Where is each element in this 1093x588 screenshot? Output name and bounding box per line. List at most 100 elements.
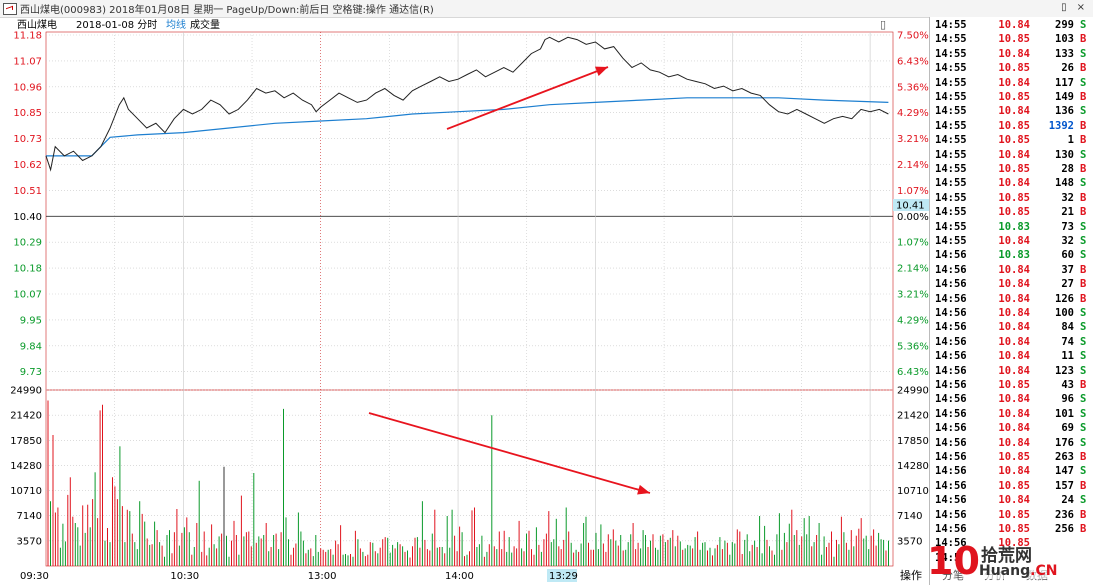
volume-tick-label-left: 10710 bbox=[10, 486, 42, 497]
percent-tick-label: 4.29% bbox=[897, 315, 929, 326]
time-tick-label: 09:30 bbox=[20, 571, 49, 582]
tick-time: 14:56 bbox=[935, 321, 967, 334]
tick-price: 10.84 bbox=[998, 148, 1030, 161]
tick-volume: 37 bbox=[1061, 263, 1074, 276]
price-tick-label: 11.18 bbox=[13, 31, 42, 42]
tick-time: 14:55 bbox=[935, 177, 967, 190]
watermark-logo: 10 拾荒网 Huang.CN bbox=[927, 539, 1087, 583]
tick-volume: 100 bbox=[1055, 307, 1074, 319]
current-price-tag-text: 10.41 bbox=[896, 201, 925, 212]
tick-time: 14:55 bbox=[935, 47, 967, 60]
volume-tick-label-right: 17850 bbox=[897, 436, 929, 447]
tick-row: 14:56 10.85 bbox=[930, 536, 1093, 550]
watermark-domain: Huang.CN bbox=[979, 563, 1058, 579]
tick-side: B bbox=[1080, 479, 1087, 492]
tick-list[interactable]: 14:55 10.84 299 S 14:55 10.85 103 B 14:55 10.84 13… bbox=[929, 17, 1093, 585]
tick-price: 10.84 bbox=[998, 76, 1030, 89]
tick-price: 10.85 bbox=[998, 134, 1030, 147]
close-icon[interactable]: × bbox=[1076, 2, 1085, 13]
tick-price: 10.84 bbox=[998, 465, 1030, 478]
volume-axis: 24990 24990 21420 21420 17850 17850 14280 14280… bbox=[10, 386, 929, 548]
tick-price: 10.85 bbox=[998, 119, 1030, 132]
tick-time: 14:55 bbox=[935, 220, 967, 233]
tick-row: 14:55 10.84 130 S bbox=[930, 148, 1093, 162]
tick-row: 14:56 10.84 96 S bbox=[930, 392, 1093, 406]
tick-time: 14:56 bbox=[935, 307, 967, 319]
percent-tick-label: 5.36% bbox=[897, 82, 929, 93]
percent-tick-label: 4.29% bbox=[897, 108, 929, 119]
price-tick-label: 10.07 bbox=[13, 290, 42, 301]
bottom-tab-1[interactable]: 分笔 bbox=[942, 569, 964, 582]
current-price-tag-bg bbox=[893, 199, 929, 211]
tick-time: 14:55 bbox=[935, 76, 967, 89]
panel-toggle-icon[interactable]: ▯ bbox=[880, 18, 886, 31]
tick-row: 14:56 10.85 263 B bbox=[930, 450, 1093, 464]
price-tick-label: 10.85 bbox=[13, 108, 42, 119]
tick-row: 14:56 10.84 176 S bbox=[930, 436, 1093, 450]
tick-row: 14:56 10.85 157 B bbox=[930, 479, 1093, 493]
tick-time: 14:55 bbox=[935, 119, 967, 132]
tick-side: B bbox=[1080, 206, 1087, 219]
tick-side: B bbox=[1080, 508, 1087, 521]
window-title: 西山煤电(000983) 2018年01月08日 星期一 PageUp/Down… bbox=[20, 5, 434, 16]
tick-row: 14:55 10.85 21 B bbox=[930, 205, 1093, 219]
tick-time: 14:55 bbox=[935, 206, 967, 219]
tick-row: 14:56 10.84 11 S bbox=[930, 349, 1093, 363]
price-tick-label: 9.73 bbox=[20, 367, 42, 378]
tick-price: 10.85 bbox=[998, 163, 1030, 175]
tick-volume: 32 bbox=[1061, 191, 1074, 204]
up-trend-arrow-head bbox=[595, 66, 608, 76]
percent-axis-right: 7.50% 6.43% 5.36% 4.29% 3.21% 2.14% 1.07% 0.00%… bbox=[897, 31, 929, 379]
tick-row: 14:56 10.83 60 S bbox=[930, 248, 1093, 262]
restore-icon[interactable]: ▯ bbox=[1061, 2, 1067, 13]
tick-side: S bbox=[1080, 350, 1087, 363]
avg-line-label[interactable]: 均线 bbox=[166, 18, 186, 31]
tick-volume: 103 bbox=[1055, 33, 1074, 46]
tick-row: 14:55 10.85 32 B bbox=[930, 191, 1093, 205]
percent-tick-label: 0.00% bbox=[897, 212, 929, 223]
tick-price: 10.85 bbox=[998, 91, 1030, 103]
chart-grid bbox=[45, 31, 894, 567]
volume-tick-label-left: 17850 bbox=[10, 436, 42, 447]
tick-time: 14:56 bbox=[935, 393, 967, 406]
tick-volume: 176 bbox=[1055, 436, 1074, 449]
tick-volume: 148 bbox=[1055, 177, 1074, 190]
percent-tick-label: 2.14% bbox=[897, 160, 929, 171]
tick-volume: 126 bbox=[1055, 292, 1074, 305]
tick-price: 10.84 bbox=[998, 19, 1030, 31]
volume-tick-label-right: 14280 bbox=[897, 461, 929, 472]
tick-side: S bbox=[1080, 220, 1087, 233]
tick-price: 10.84 bbox=[998, 278, 1030, 291]
tick-price: 10.84 bbox=[998, 364, 1030, 377]
tick-price: 10.85 bbox=[998, 537, 1030, 550]
avg-line-group bbox=[46, 97, 889, 157]
tick-volume: 32 bbox=[1061, 235, 1074, 247]
tick-time: 14:55 bbox=[935, 62, 967, 75]
tick-row: 14:56 10.84 123 S bbox=[930, 364, 1093, 378]
volume-tick-label-left: 3570 bbox=[17, 536, 42, 547]
price-tick-label: 10.29 bbox=[13, 238, 42, 249]
chart-canvas[interactable]: 西山煤电 2018-01-08 分时 均线 成交量 ▯ 11.18 11.07 10… bbox=[0, 18, 930, 585]
tick-price: 10.85 bbox=[998, 379, 1030, 391]
tick-time: 14:55 bbox=[935, 19, 967, 31]
intraday-chart[interactable]: 西山煤电 2018-01-08 分时 均线 成交量 ▯ 11.18 11.07 10… bbox=[0, 18, 930, 585]
app-icon bbox=[3, 2, 17, 15]
tick-row: 14:55 10.84 148 S bbox=[930, 176, 1093, 190]
tick-price: 10.84 bbox=[998, 307, 1030, 319]
volume-label[interactable]: 成交量 bbox=[190, 18, 220, 31]
tick-time: 14:56 bbox=[935, 407, 967, 420]
percent-tick-label: 2.14% bbox=[897, 264, 929, 275]
price-tick-label: 10.62 bbox=[13, 160, 42, 171]
tick-time: 14:5 bbox=[935, 551, 961, 564]
tick-volume: 24 bbox=[1061, 494, 1074, 507]
percent-tick-label: 3.21% bbox=[897, 134, 929, 145]
tick-time: 14:56 bbox=[935, 263, 967, 276]
tick-time: 14:55 bbox=[935, 191, 967, 204]
tick-time: 14:55 bbox=[935, 235, 967, 247]
percent-tick-label: 1.07% bbox=[897, 238, 929, 249]
bottom-tab-0[interactable]: 操作 bbox=[900, 569, 922, 582]
percent-tick-label: 6.43% bbox=[897, 56, 929, 67]
tick-side: S bbox=[1080, 407, 1087, 420]
tick-side: B bbox=[1080, 292, 1087, 305]
tick-side: B bbox=[1080, 134, 1087, 147]
